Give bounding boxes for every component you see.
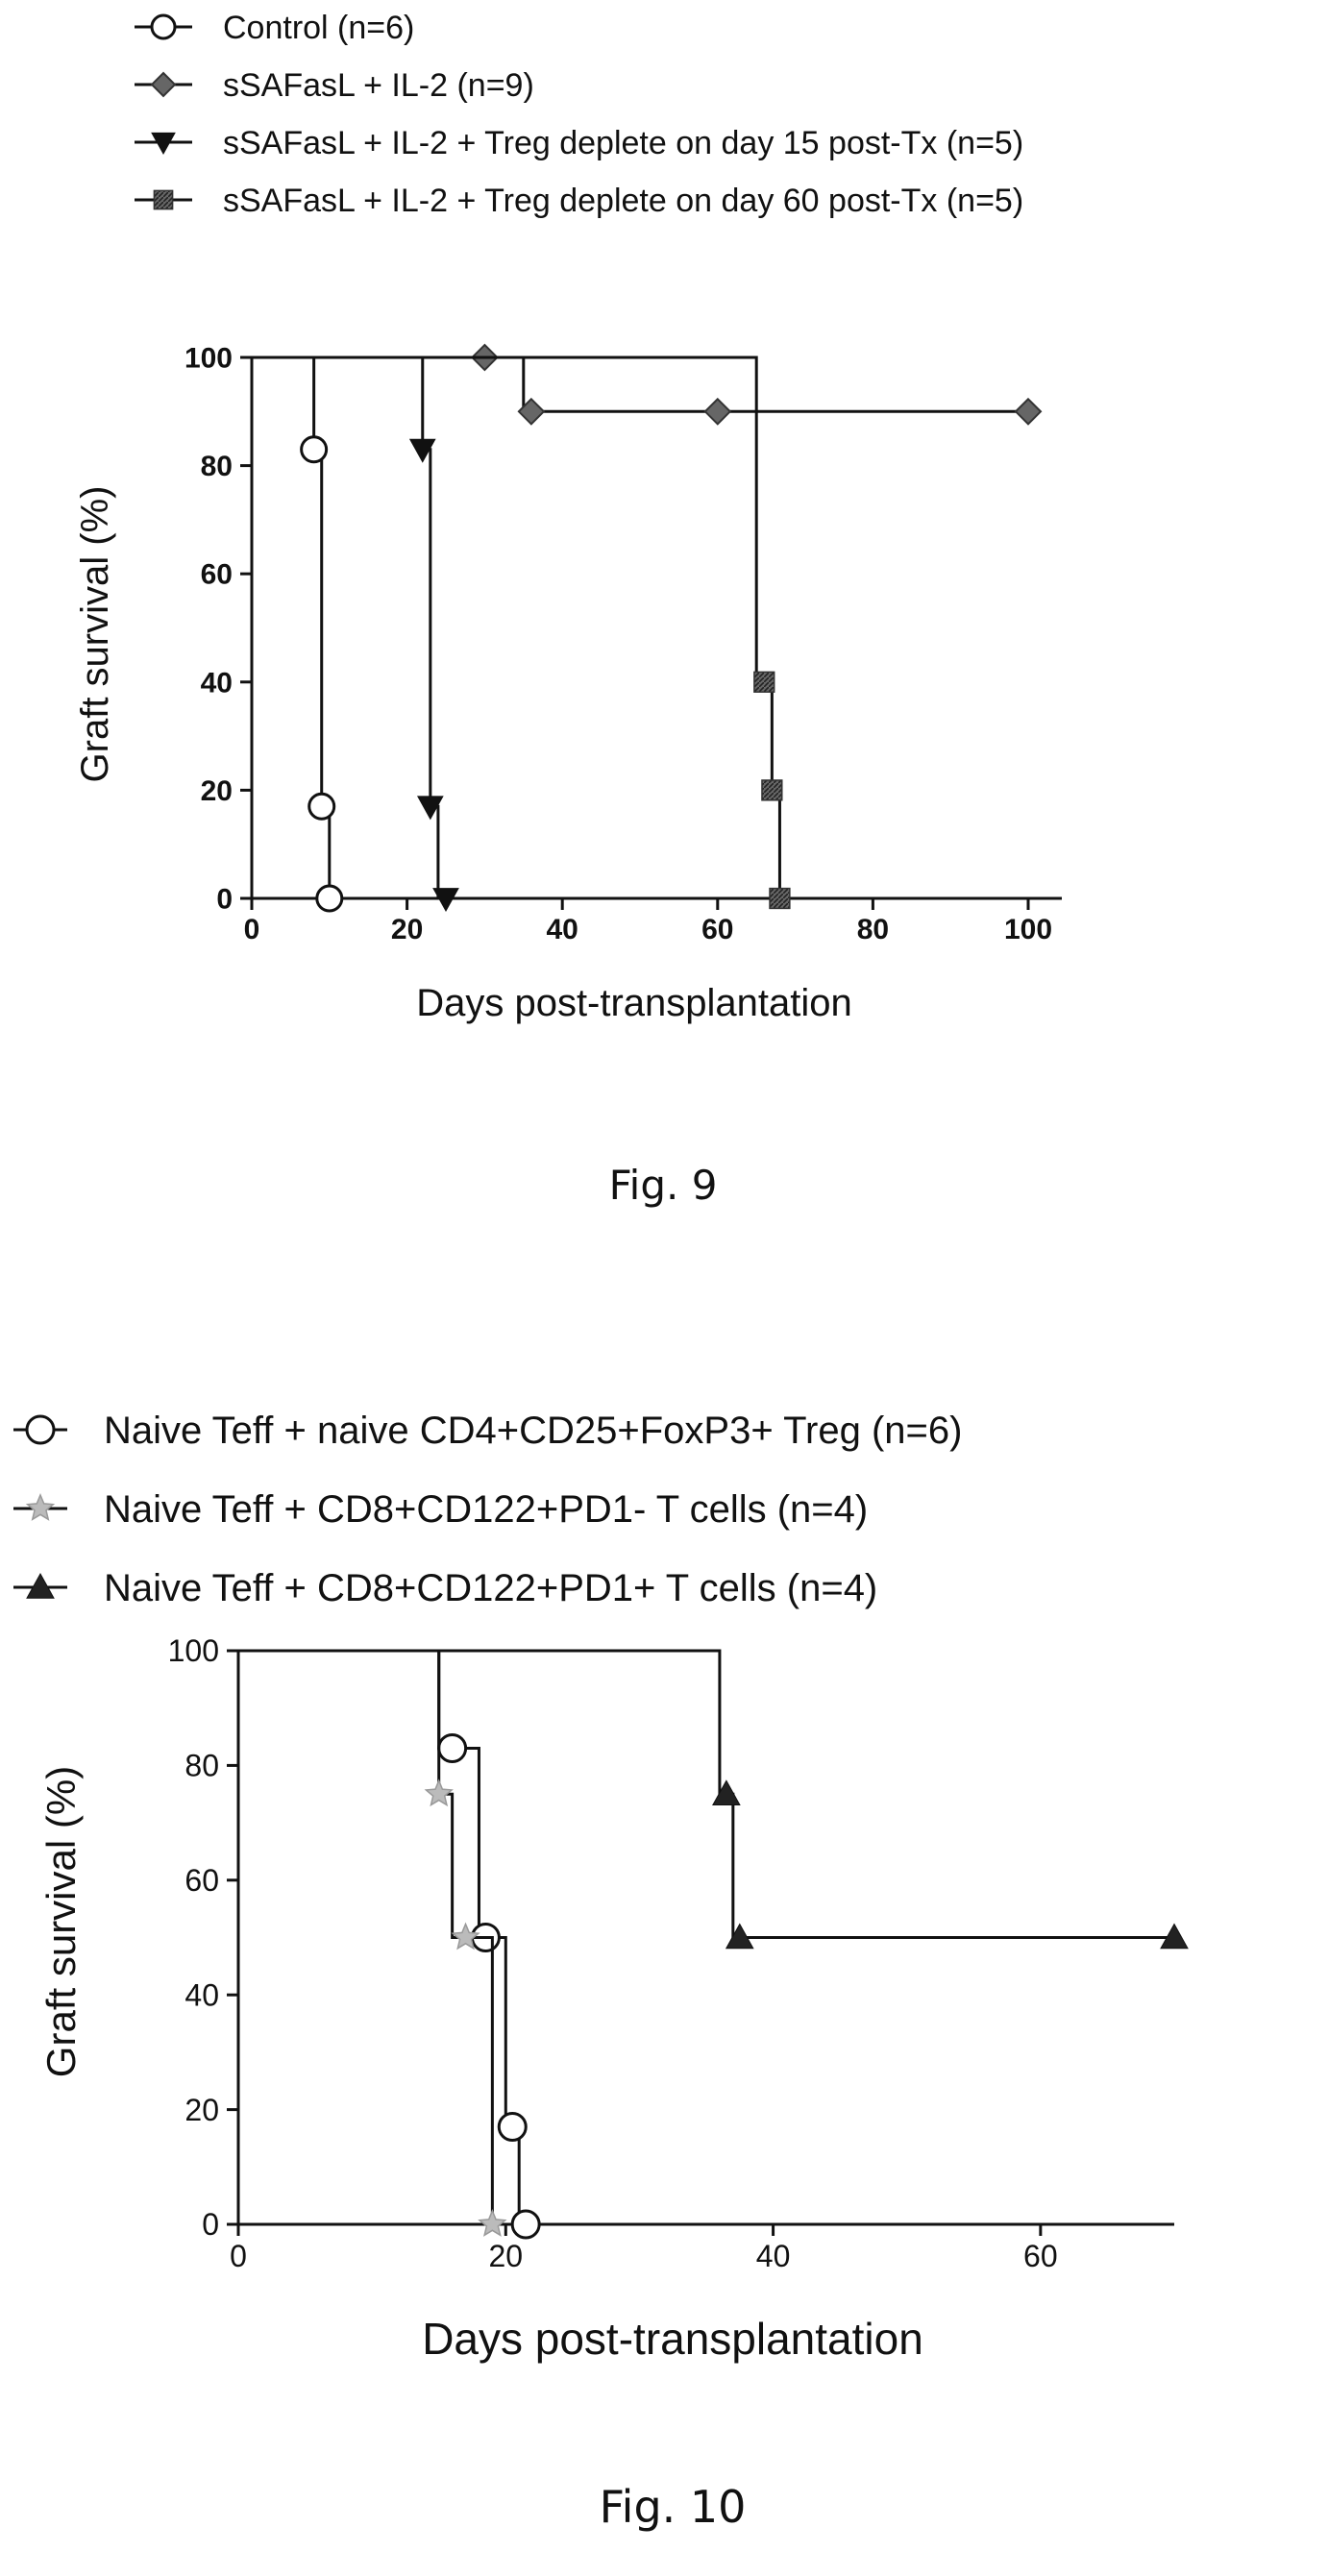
- x-tick-label: 0: [230, 2239, 247, 2273]
- series-line-2: [252, 357, 1028, 411]
- fig-10-y-axis-title: Graft survival (%): [38, 1766, 84, 2077]
- x-tick-label: 40: [547, 914, 578, 945]
- legend-label-2: Naive Teff + CD8+CD122+PD1- T cells (n=4…: [104, 1488, 868, 1531]
- fig-9-axes: 0 20 40 60 80 100 0 20 40 60 80 100: [184, 343, 1062, 946]
- legend-marker-2: [28, 1495, 54, 1519]
- data-point-series-1: [512, 2211, 539, 2238]
- fig-10-legend: Naive Teff + naive CD4+CD25+FoxP3+ Treg …: [13, 1410, 962, 1609]
- data-point-series-1: [499, 2114, 526, 2141]
- fig-9-series: [252, 345, 1041, 911]
- x-tick-label: 100: [1004, 914, 1052, 945]
- data-point-series-1: [309, 794, 334, 819]
- data-point-series-2: [1016, 399, 1041, 424]
- fig-10-series: [238, 1651, 1188, 2238]
- x-tick-label: 20: [391, 914, 423, 945]
- y-tick-label: 80: [201, 451, 233, 482]
- data-point-series-3: [713, 1780, 740, 1804]
- fig-10: Naive Teff + naive CD4+CD25+FoxP3+ Treg …: [13, 1410, 1188, 2533]
- data-point-series-1: [439, 1734, 466, 1761]
- fig-9-x-axis-title: Days post-transplantation: [416, 982, 852, 1024]
- data-point-series-2: [705, 399, 730, 424]
- x-tick-label: 60: [701, 914, 733, 945]
- series-line-3: [238, 1651, 1174, 1938]
- legend-label-1: Naive Teff + naive CD4+CD25+FoxP3+ Treg …: [104, 1410, 962, 1452]
- legend-label-1: Control (n=6): [223, 10, 414, 46]
- y-tick-label: 80: [184, 1749, 219, 1783]
- y-tick-label: 20: [201, 775, 233, 807]
- x-tick-label: 0: [244, 914, 260, 945]
- fig-10-x-axis-title: Days post-transplantation: [422, 2314, 923, 2364]
- x-tick-label: 40: [756, 2239, 791, 2273]
- legend-marker-2: [152, 73, 175, 96]
- data-point-series-2: [426, 1780, 452, 1804]
- data-point-series-1: [317, 886, 342, 911]
- series-line-4: [252, 357, 779, 898]
- data-point-series-2: [480, 2211, 505, 2235]
- y-tick-label: 0: [216, 884, 233, 916]
- legend-label-2: sSAFasL + IL-2 (n=9): [223, 67, 534, 104]
- data-point-series-4: [762, 780, 782, 800]
- legend-marker-1: [152, 15, 175, 38]
- y-tick-label: 40: [201, 667, 233, 699]
- y-tick-label: 0: [202, 2207, 219, 2242]
- data-point-series-1: [302, 437, 327, 462]
- fig-10-axes: 0 20 40 60 80 100 0 20 40 60: [168, 1633, 1174, 2273]
- fig-9-y-axis-title: Graft survival (%): [74, 486, 116, 783]
- fig-9: Control (n=6) sSAFasL + IL-2 (n=9) sSAFasL…: [74, 10, 1062, 1209]
- legend-label-3: Naive Teff + CD8+CD122+PD1+ T cells (n=4…: [104, 1567, 877, 1609]
- y-tick-label: 60: [201, 559, 233, 591]
- y-tick-label: 100: [168, 1633, 219, 1668]
- legend-marker-4: [154, 190, 172, 209]
- y-tick-label: 40: [184, 1977, 219, 2012]
- data-point-series-4: [754, 672, 775, 692]
- legend-marker-1: [27, 1416, 54, 1443]
- fig-9-caption: Fig. 9: [609, 1162, 718, 1209]
- y-tick-label: 100: [184, 343, 233, 375]
- series-line-3: [252, 357, 438, 898]
- legend-label-3: sSAFasL + IL-2 + Treg deplete on day 15 …: [223, 125, 1023, 161]
- y-tick-label: 20: [184, 2093, 219, 2127]
- data-point-series-4: [770, 889, 790, 909]
- x-tick-label: 80: [857, 914, 889, 945]
- fig-10-caption: Fig. 10: [600, 2481, 747, 2533]
- y-tick-label: 60: [184, 1863, 219, 1898]
- legend-label-4: sSAFasL + IL-2 + Treg deplete on day 60 …: [223, 183, 1023, 219]
- fig-9-legend: Control (n=6) sSAFasL + IL-2 (n=9) sSAFasL…: [135, 10, 1023, 219]
- x-tick-label: 20: [488, 2239, 523, 2273]
- x-tick-label: 60: [1023, 2239, 1058, 2273]
